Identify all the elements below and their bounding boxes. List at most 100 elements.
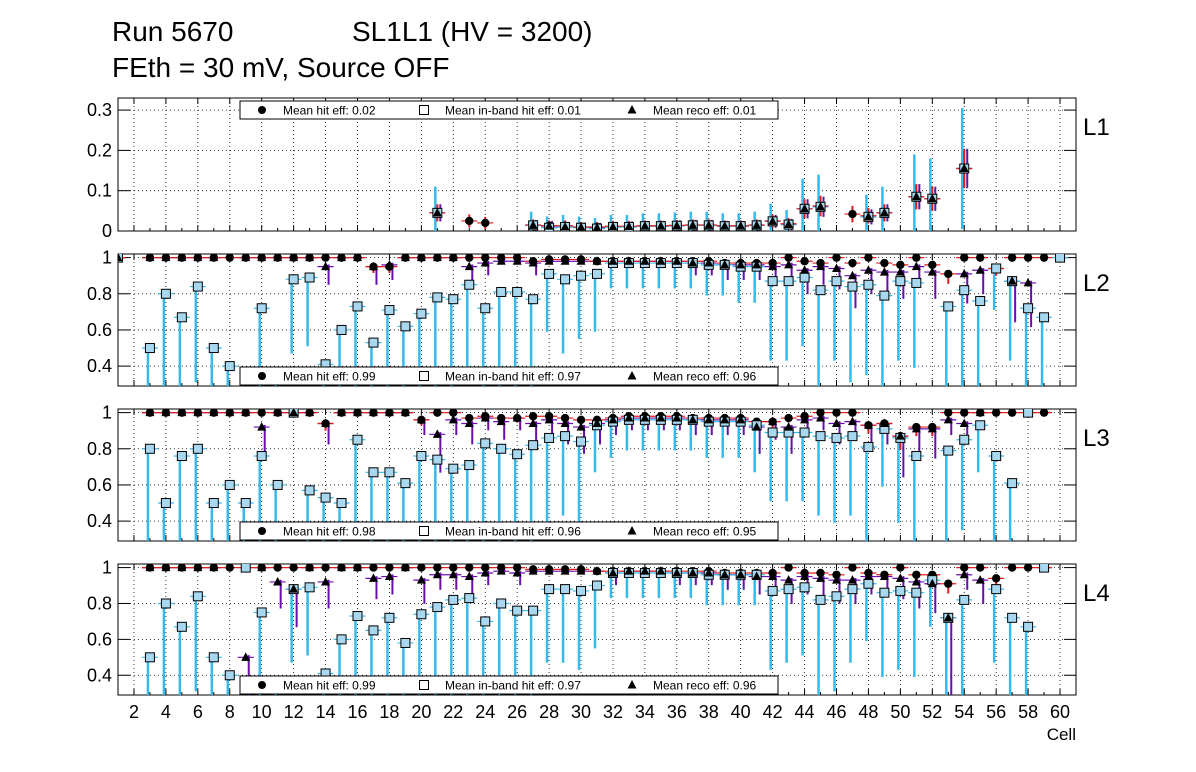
- x-tick-label: 16: [347, 702, 367, 722]
- panel-l4-reco-marker: [528, 566, 538, 575]
- panel-l4-inband-marker: [160, 598, 171, 609]
- panel-l2-legend-reco-marker: [627, 371, 637, 380]
- panel-l4-inband-marker: [224, 670, 235, 681]
- panel-l3-inband-marker: [815, 431, 826, 442]
- panel-l3-reco-marker: [177, 409, 187, 417]
- panel-l3-hit-marker: [257, 409, 266, 417]
- x-tick-label: 36: [667, 702, 687, 722]
- panel-l2-inband-marker: [879, 290, 890, 301]
- panel-l4-inband-marker: [1023, 621, 1034, 632]
- panel-l2-inband-marker: [911, 277, 922, 288]
- panel-l4-hit-marker: [225, 564, 234, 572]
- panel-l2-hit-marker: [1007, 254, 1017, 262]
- panel-l1-legend-reco-marker: [627, 105, 637, 114]
- panel-l1-reco-marker: [720, 221, 730, 230]
- panel-l3-reco-marker: [863, 420, 873, 429]
- panel-l3-reco-marker: [528, 418, 538, 427]
- panel-l2-hit-marker: [880, 258, 889, 268]
- panel-l2-reco-marker: [704, 258, 714, 267]
- panel-l4-reco-marker: [416, 575, 426, 584]
- panel-l3-inband-marker: [1007, 478, 1018, 489]
- panel-l4-reco-marker: [624, 566, 634, 575]
- panel-l3-ytick-label: 1: [102, 403, 112, 423]
- panel-l2-reco-marker: [432, 254, 442, 262]
- panel-l2-inband-marker: [304, 272, 315, 283]
- panel-l4-inband-marker: [1007, 612, 1018, 623]
- panel-l4-reco-marker: [464, 571, 474, 581]
- panel-l4-inband-marker: [400, 637, 411, 648]
- panel-l4-reco-marker: [656, 566, 666, 575]
- panel-l4-hit-marker: [1023, 564, 1033, 572]
- panel-l4-hit-marker: [385, 564, 394, 572]
- panel-l3-reco-marker: [145, 409, 155, 417]
- panel-l3-inband-marker: [576, 436, 587, 447]
- panel-l1-reco-marker: [528, 220, 538, 229]
- panel-l2-reco-marker: [305, 254, 315, 262]
- panel-l1-legend-inband-marker: [419, 105, 429, 115]
- panel-l3-reco-marker: [608, 414, 618, 424]
- panel-l1-reco-marker: [544, 221, 554, 230]
- panel-l2-hit-marker: [848, 258, 857, 268]
- panel-l4-ytick-label: 0.6: [87, 629, 112, 649]
- panel-l2-inband-marker: [160, 288, 171, 299]
- panel-l3-inband-marker: [991, 451, 1002, 462]
- panel-l2-reco-marker: [464, 261, 474, 271]
- panel-l4-reco-marker: [321, 576, 331, 586]
- panel-l2-inband-marker: [144, 343, 155, 354]
- panel-l4-inband-marker: [304, 582, 315, 593]
- panel-l2-inband-marker: [847, 281, 858, 292]
- panel-l2-reco-marker: [768, 261, 778, 271]
- panel-l3-reco-marker: [847, 416, 857, 426]
- panel-l3-reco-marker: [305, 409, 315, 417]
- panel-l3-reco-marker: [161, 409, 171, 417]
- panel-l4-hit-marker: [512, 564, 522, 572]
- panel-l3-hit-marker: [465, 413, 474, 423]
- panel-l4-inband-marker: [863, 578, 874, 589]
- panel-l2-reco-marker: [672, 256, 682, 265]
- panel-l3-inband-marker: [863, 441, 874, 452]
- x-tick-label: 6: [193, 702, 203, 722]
- panel-l3-ytick-label: 0.4: [87, 511, 112, 531]
- panel-l4-inband-marker: [544, 584, 555, 595]
- panel-l3-inband-marker: [1023, 409, 1034, 418]
- panel-l2-reco-marker: [353, 254, 362, 262]
- panel-l4-reco-marker: [688, 567, 698, 577]
- panel-l3-inband-marker: [464, 460, 475, 471]
- panel-l3-inband-marker: [911, 451, 922, 462]
- panel-l4-reco-marker: [847, 575, 857, 584]
- panel-l1-reco-marker: [863, 211, 873, 221]
- panel-l4-hit-marker: [273, 564, 282, 572]
- panel-l1-reco-marker: [576, 222, 586, 231]
- panel-l3-reco-marker: [816, 413, 826, 422]
- config-label: FEth = 30 mV, Source OFF: [112, 52, 450, 83]
- panel-l4-reco-marker: [863, 571, 873, 581]
- panel-l2-reco-marker: [161, 254, 171, 262]
- x-tick-label: 26: [507, 702, 527, 722]
- panel-l4-reco-marker: [273, 576, 283, 586]
- panel-l2-reco-marker: [656, 256, 666, 265]
- panel-l4-legend-inband-marker: [419, 680, 429, 690]
- panel-l3-reco-marker: [480, 413, 490, 422]
- panel-l2-reco-marker: [784, 259, 794, 269]
- panel-l2-reco-marker: [688, 258, 698, 267]
- panel-l1-reco-marker: [656, 221, 666, 230]
- panel-l2-reco-marker: [384, 259, 394, 269]
- panel-l4-ytick-label: 0.8: [87, 593, 112, 613]
- panel-l2-legend-hit-label: Mean hit eff: 0.99: [283, 370, 376, 384]
- panel-l4-reco-marker: [496, 566, 506, 575]
- panel-l3-reco-marker: [321, 418, 331, 427]
- x-tick-label: 4: [161, 702, 171, 722]
- x-tick-label: 46: [826, 702, 846, 722]
- x-axis-title: Cell: [1047, 725, 1076, 744]
- panel-l3-inband-marker: [336, 498, 347, 509]
- panel-l4-inband-marker: [336, 634, 347, 645]
- panel-l2-inband-marker: [1039, 312, 1050, 323]
- panel-l2-reco-marker: [879, 267, 889, 276]
- panel-l3-legend-inband-label: Mean in-band hit eff: 0.96: [445, 525, 581, 539]
- panel-l2-inband-marker: [480, 303, 491, 314]
- panel-l3-inband-marker: [432, 454, 443, 465]
- panel-l3-reco-marker: [353, 409, 362, 417]
- panel-l3-inband-marker: [416, 451, 427, 462]
- panel-l4-hit-marker: [481, 564, 490, 572]
